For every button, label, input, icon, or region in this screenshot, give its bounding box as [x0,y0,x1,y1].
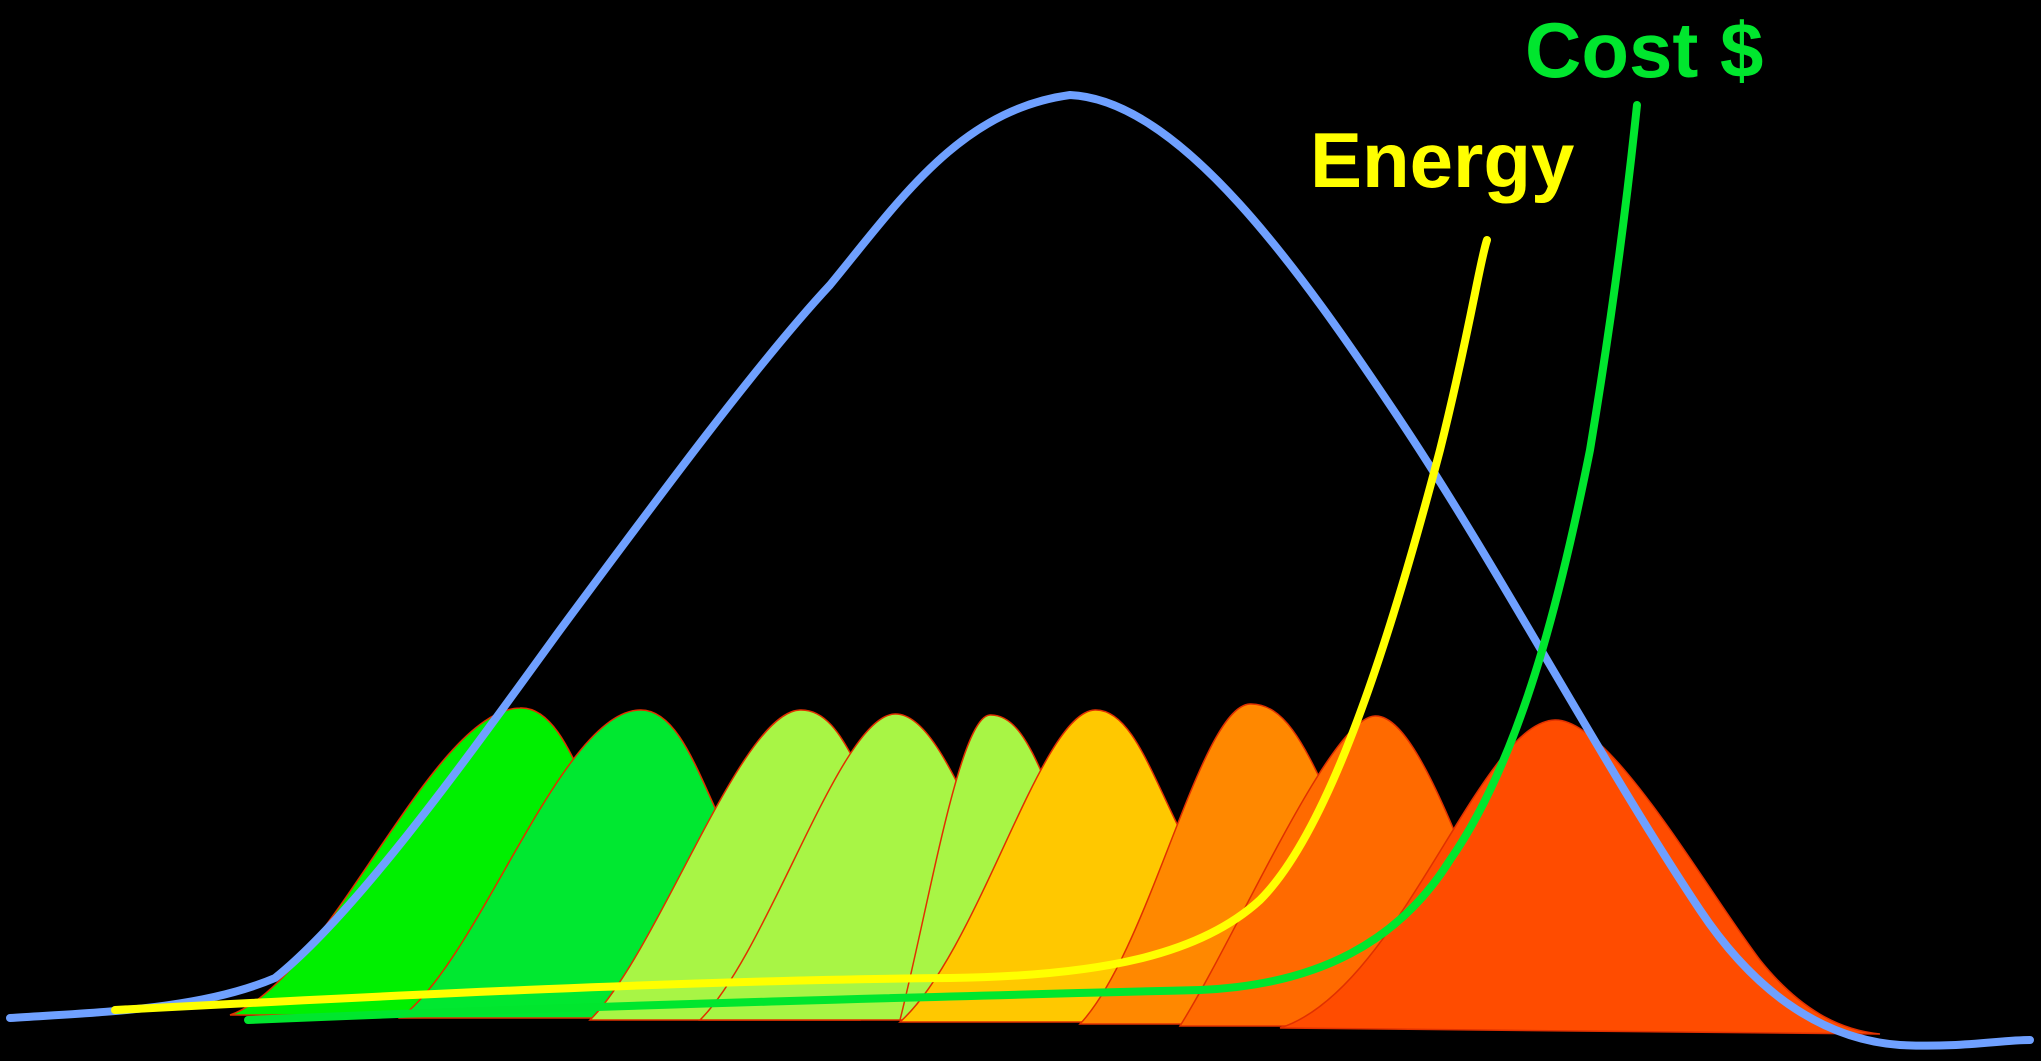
cost-label: Cost $ [1525,6,1763,94]
distribution-curve [6,90,2034,1050]
cost-curve [244,101,1641,1024]
energy-label: Energy [1310,116,1574,204]
bins [229,703,1881,1035]
bin-6 [898,709,1181,1023]
energy-curve [111,236,1491,1014]
